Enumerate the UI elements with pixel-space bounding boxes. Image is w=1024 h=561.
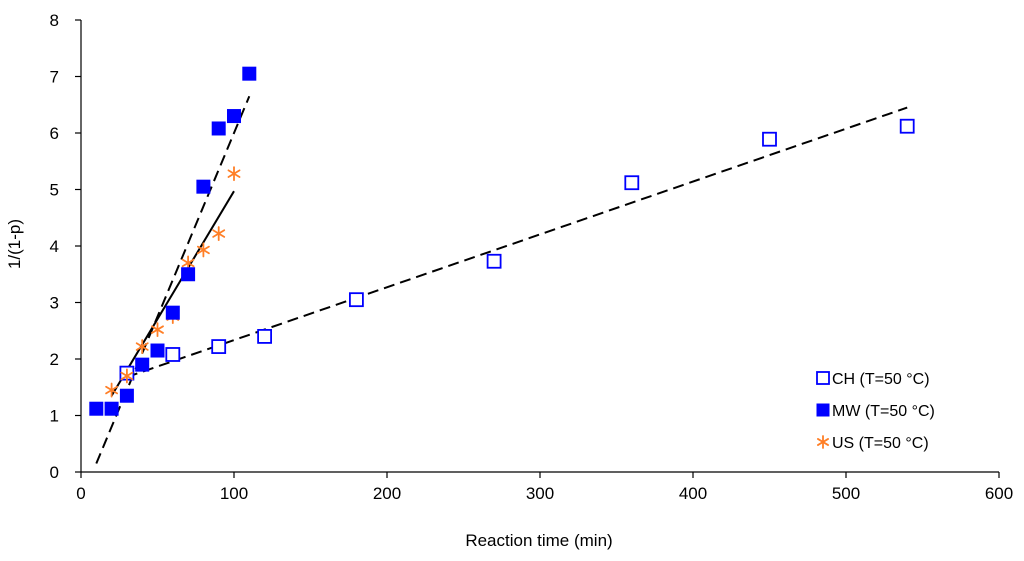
ch-point — [624, 175, 640, 191]
us-point — [120, 368, 134, 384]
y-tick-label: 6 — [50, 124, 59, 143]
mw-point — [165, 305, 180, 320]
us-point — [212, 226, 226, 241]
fit-lines — [95, 95, 908, 464]
y-axis-title: 1/(1-p) — [5, 219, 24, 269]
mw-point — [89, 401, 104, 416]
fit-line — [126, 106, 908, 379]
legend-marker — [817, 435, 829, 449]
x-tick-label: 200 — [373, 484, 401, 503]
mw-point — [150, 343, 165, 358]
asterisk-stroke — [135, 342, 149, 351]
ch-point — [899, 118, 915, 134]
mw-point — [242, 66, 257, 81]
fit-line — [110, 190, 235, 397]
us-point — [105, 382, 119, 398]
y-tick-label: 3 — [50, 294, 59, 313]
ch-point — [211, 339, 227, 354]
x-tick-label: 500 — [832, 484, 860, 503]
legend-marker — [816, 371, 830, 385]
ch-point — [165, 347, 181, 362]
x-tick-label: 0 — [76, 484, 85, 503]
y-tick-label: 5 — [50, 181, 59, 200]
us-point — [227, 166, 241, 182]
fit-line — [95, 95, 251, 464]
asterisk-stroke — [227, 169, 241, 178]
mw-point — [119, 388, 134, 403]
legend-label: US (T=50 °C) — [832, 435, 929, 452]
x-tick-label: 300 — [526, 484, 554, 503]
ch-point — [257, 328, 273, 344]
asterisk-stroke — [151, 325, 164, 334]
ch-point — [348, 292, 364, 308]
legend-label: MW (T=50 °C) — [832, 403, 935, 420]
x-tick-label: 600 — [985, 484, 1013, 503]
asterisk-stroke — [817, 438, 829, 446]
asterisk-stroke — [120, 371, 134, 381]
asterisk-stroke — [181, 258, 195, 268]
mw-point — [196, 179, 211, 194]
legend: CH (T=50 °C) MW (T=50 °C) US (T=50 °C) — [816, 371, 935, 452]
us-point — [196, 242, 210, 258]
x-tick-label: 400 — [679, 484, 707, 503]
y-tick-label: 7 — [50, 68, 59, 87]
axes: 0 100 200 300 400 500 600 0 1 2 3 4 5 6 7 8 — [50, 11, 1014, 503]
asterisk-stroke — [196, 245, 210, 255]
mw-point — [181, 267, 196, 282]
us-point — [135, 339, 149, 354]
mw-point — [211, 121, 226, 136]
y-tick-label: 0 — [50, 463, 59, 482]
x-axis-title: Reaction time (min) — [465, 531, 612, 550]
ch-point — [486, 253, 502, 269]
y-tick-label: 1 — [50, 407, 59, 426]
x-tick-label: 100 — [220, 484, 248, 503]
us-point — [151, 322, 164, 338]
mw-point — [227, 109, 241, 124]
mw-point — [135, 357, 150, 372]
asterisk-stroke — [105, 385, 119, 395]
legend-label: CH (T=50 °C) — [832, 371, 930, 388]
mw-point — [104, 401, 119, 416]
data-points — [89, 66, 915, 416]
y-tick-label: 8 — [50, 11, 59, 30]
legend-marker — [816, 403, 830, 417]
asterisk-stroke — [212, 229, 226, 238]
y-tick-label: 4 — [50, 237, 59, 256]
y-tick-label: 2 — [50, 350, 59, 369]
ch-point — [762, 131, 777, 147]
